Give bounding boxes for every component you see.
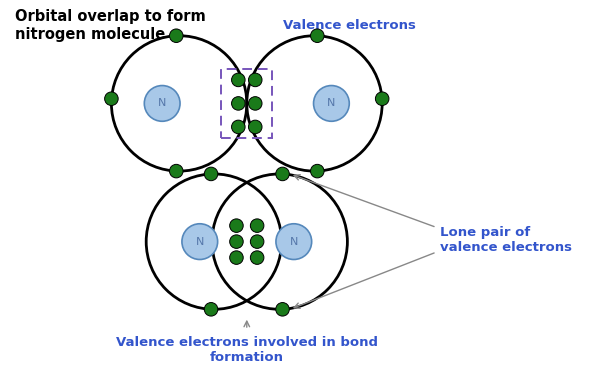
Text: Orbital overlap to form
nitrogen molecule: Orbital overlap to form nitrogen molecul… xyxy=(14,9,205,42)
Circle shape xyxy=(170,164,183,178)
Circle shape xyxy=(105,92,118,105)
Circle shape xyxy=(276,303,290,316)
Circle shape xyxy=(250,235,264,249)
Circle shape xyxy=(232,73,245,87)
Text: N: N xyxy=(290,237,298,247)
Circle shape xyxy=(276,224,312,260)
Circle shape xyxy=(249,97,262,110)
Circle shape xyxy=(204,167,218,181)
Text: Lone pair of
valence electrons: Lone pair of valence electrons xyxy=(441,226,573,254)
Text: N: N xyxy=(327,99,335,108)
Text: N: N xyxy=(158,99,166,108)
Text: Valence electrons involved in bond
formation: Valence electrons involved in bond forma… xyxy=(116,336,378,364)
Circle shape xyxy=(232,120,245,134)
Circle shape xyxy=(276,167,290,181)
Circle shape xyxy=(311,164,324,178)
Circle shape xyxy=(249,120,262,134)
Circle shape xyxy=(250,251,264,264)
Circle shape xyxy=(230,251,243,264)
Circle shape xyxy=(170,29,183,42)
Circle shape xyxy=(311,29,324,42)
Circle shape xyxy=(249,73,262,87)
Circle shape xyxy=(232,97,245,110)
Text: N: N xyxy=(196,237,204,247)
Circle shape xyxy=(250,219,264,233)
Circle shape xyxy=(314,85,349,121)
Circle shape xyxy=(230,219,243,233)
Circle shape xyxy=(204,303,218,316)
Circle shape xyxy=(230,235,243,249)
Circle shape xyxy=(182,224,218,260)
Circle shape xyxy=(376,92,389,105)
Text: Valence electrons: Valence electrons xyxy=(282,19,415,32)
Circle shape xyxy=(144,85,180,121)
